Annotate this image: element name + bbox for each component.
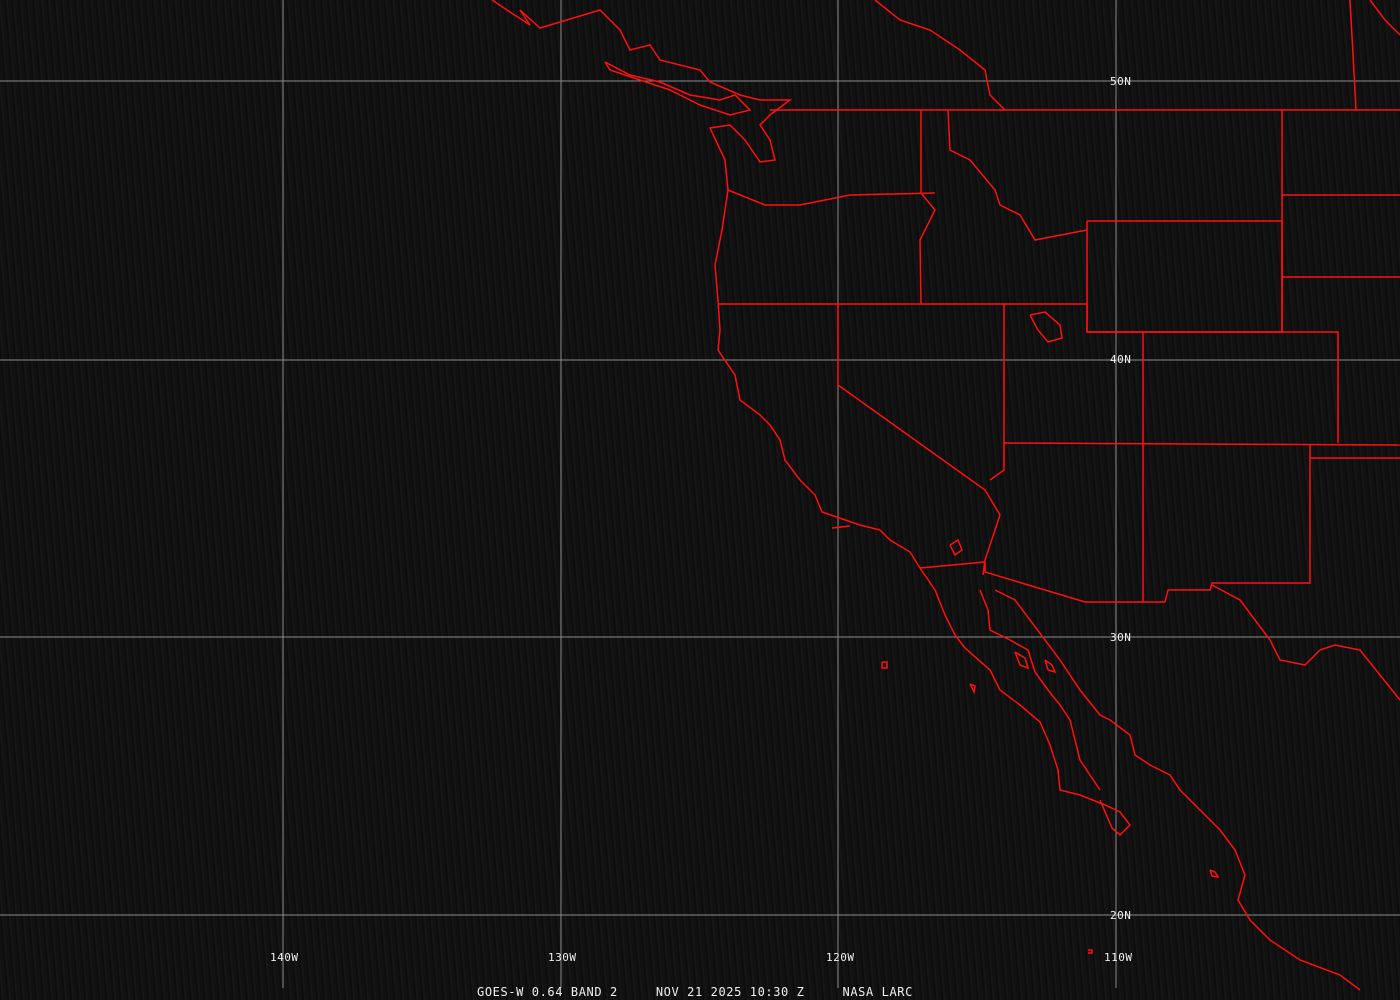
utah-border [1086,304,1144,602]
image-caption: GOES-W 0.64 BAND 2 NOV 21 2025 10:30 Z NAS… [477,985,951,999]
idaho-montana-border [947,109,1088,241]
caption-satellite: GOES-W 0.64 BAND 2 [477,985,618,999]
colorado-border [1143,331,1339,443]
lat-label-50n: 50N [1110,75,1132,88]
mexico-mainland-coast [994,589,1361,991]
island-tiburon [1014,651,1030,670]
vancouver-island-coast [604,61,752,116]
washington-oregon-border [727,189,936,206]
california-nevada-border [837,304,1001,576]
island-marias [1209,869,1220,879]
gulf-of-california-west-coast [979,589,1101,791]
lon-label-140w: 140W [270,951,299,964]
new-mexico-border [1164,445,1311,603]
island-revillagigedo [1088,949,1093,954]
lat-label-40n: 40N [1110,353,1132,366]
island-guadalupe [881,661,888,669]
canada-hudson-coast [1369,0,1400,36]
lat-label-30n: 30N [1110,631,1132,644]
idaho-west-border [919,110,936,305]
pacific-coastline [491,0,1131,837]
us-mexico-border [919,561,1165,603]
island-cedros [969,683,976,695]
great-salt-lake [1029,311,1063,343]
boundaries [491,0,1400,991]
lon-label-110w: 110W [1104,951,1133,964]
island-small-gulf [1044,659,1057,674]
nevada-east-border [989,304,1005,481]
caption-datetime: NOV 21 2025 10:30 Z [655,985,805,999]
caption-source: NASA LARC [842,985,913,999]
four-corners-latitude [1003,442,1400,446]
salton-sea [949,538,963,557]
lon-label-130w: 130W [548,951,577,964]
canada-province-border [1349,0,1357,111]
lat-label-20n: 20N [1110,909,1132,922]
channel-islands [831,525,851,529]
canada-coast-north [874,0,1006,111]
lon-label-120w: 120W [826,951,855,964]
texas-mexico-border [1211,584,1400,701]
